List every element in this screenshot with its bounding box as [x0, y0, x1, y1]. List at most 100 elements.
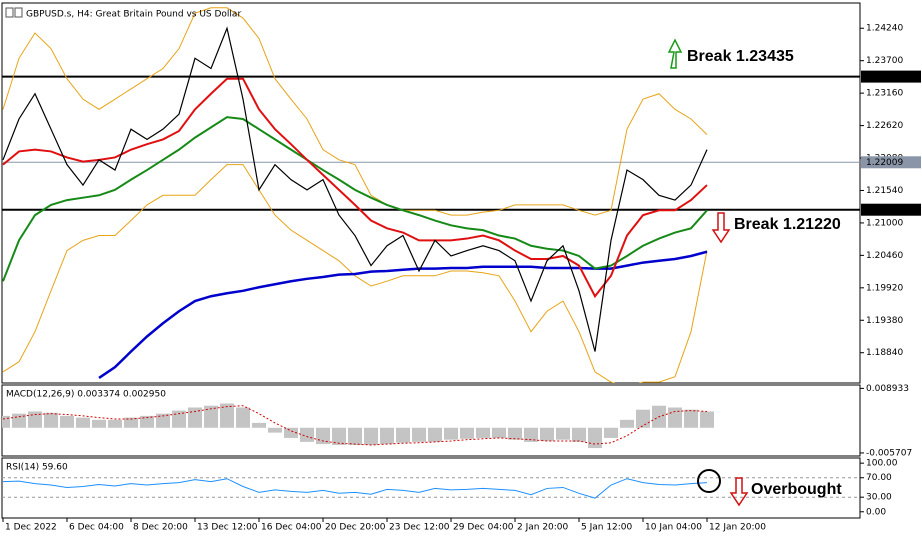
x-tick-label: 12 Jan 20:00	[709, 523, 766, 533]
y-tick-label: 100.00	[866, 459, 898, 469]
level-label: 1.21220	[866, 205, 903, 215]
series-line	[98, 250, 708, 379]
bar	[108, 419, 122, 428]
annotation: Break 1.23435	[687, 48, 794, 65]
bar	[492, 427, 506, 438]
y-tick-label: 1.22620	[866, 121, 903, 131]
bar	[252, 422, 266, 428]
bar	[172, 410, 186, 428]
bar	[476, 427, 490, 438]
bar	[396, 427, 410, 443]
bar	[220, 403, 234, 428]
axes: 1.242401.237001.231601.226201.220801.215…	[2, 24, 921, 533]
x-tick-label: 13 Dec 12:00	[197, 523, 258, 533]
chart-title: GBPUSD.s, H4: Great Britain Pound vs US …	[26, 10, 241, 20]
y-tick-label: 70.00	[866, 473, 892, 483]
bar	[364, 427, 378, 445]
bar	[2, 415, 10, 428]
bar	[204, 405, 218, 428]
bar	[620, 419, 634, 428]
bar	[140, 415, 154, 428]
series-line	[2, 116, 708, 282]
icon	[14, 7, 23, 18]
bar	[268, 427, 282, 433]
series-line	[2, 26, 708, 352]
bar	[28, 411, 42, 428]
y-tick-label: 1.23160	[866, 89, 903, 99]
annotation: Break 1.21220	[734, 216, 841, 233]
bar	[588, 427, 602, 449]
x-tick-label: 10 Jan 04:00	[645, 523, 702, 533]
rsi-panel	[1, 457, 861, 519]
rsi-title: RSI(14) 59.60	[6, 463, 68, 473]
y-tick-label: 1.21540	[866, 186, 903, 196]
x-tick-label: 8 Dec 20:00	[133, 523, 188, 533]
bar	[412, 427, 426, 442]
bar	[700, 411, 714, 428]
y-tick-label: 0.00	[866, 507, 886, 517]
bar	[284, 427, 298, 438]
bar	[636, 409, 650, 428]
bar	[524, 427, 538, 442]
y-tick-label: 1.24240	[866, 24, 903, 34]
annotation: Overbought	[751, 481, 842, 498]
y-tick-label: 1.20460	[866, 251, 903, 261]
bar	[380, 427, 394, 445]
y-tick-label: -0.005707	[866, 448, 912, 458]
bar	[508, 427, 522, 440]
level-tag	[861, 156, 921, 169]
main-plot	[2, 7, 860, 383]
series-line	[2, 164, 708, 383]
up-arrow	[667, 38, 683, 69]
y-tick-label: 1.19920	[866, 283, 903, 293]
y-tick-label: 1.18840	[866, 348, 903, 358]
level-label: 1.22009	[866, 158, 903, 168]
x-tick-label: 5 Jan 12:00	[581, 523, 633, 533]
bar	[60, 415, 74, 428]
x-tick-label: 20 Dec 20:00	[325, 523, 386, 533]
bar	[540, 427, 554, 442]
series-line	[2, 478, 708, 499]
x-tick-label: 2 Jan 20:00	[517, 523, 569, 533]
y-tick-label: 1.21000	[866, 218, 903, 228]
level-tag	[861, 70, 921, 83]
rsi-plot	[2, 477, 860, 499]
main-panel	[1, 2, 861, 384]
bar	[444, 427, 458, 440]
bar	[460, 427, 474, 439]
down-arrow	[729, 477, 749, 507]
bar	[332, 427, 346, 445]
bar	[316, 427, 330, 445]
highlight-circle	[697, 469, 721, 493]
level-label: 1.23435	[866, 72, 903, 82]
x-tick-label: 29 Dec 04:00	[453, 523, 514, 533]
macd-plot	[2, 403, 714, 449]
bar	[556, 427, 570, 440]
series-line	[2, 7, 708, 216]
bar	[668, 407, 682, 428]
y-tick-label: 30.00	[866, 493, 892, 503]
y-tick-label: 0.008933	[866, 384, 909, 394]
level-tag	[861, 203, 921, 216]
bar	[300, 427, 314, 442]
bar	[428, 427, 442, 442]
bar	[76, 417, 90, 428]
bar	[684, 409, 698, 428]
bar	[572, 427, 586, 442]
x-tick-label: 6 Dec 04:00	[69, 523, 124, 533]
bar	[604, 427, 618, 438]
icon	[5, 7, 14, 18]
x-tick-label: 23 Dec 12:00	[389, 523, 450, 533]
bar	[124, 417, 138, 428]
macd-title: MACD(12,26,9) 0.003374 0.002950	[6, 390, 166, 400]
bar	[348, 427, 362, 445]
x-tick-label: 1 Dec 2022	[5, 523, 57, 533]
y-tick-label: 1.19380	[866, 316, 903, 326]
bar	[92, 419, 106, 428]
series-line	[2, 405, 708, 446]
bar	[188, 407, 202, 428]
bar	[44, 412, 58, 428]
y-tick-label: 1.23700	[866, 56, 903, 66]
